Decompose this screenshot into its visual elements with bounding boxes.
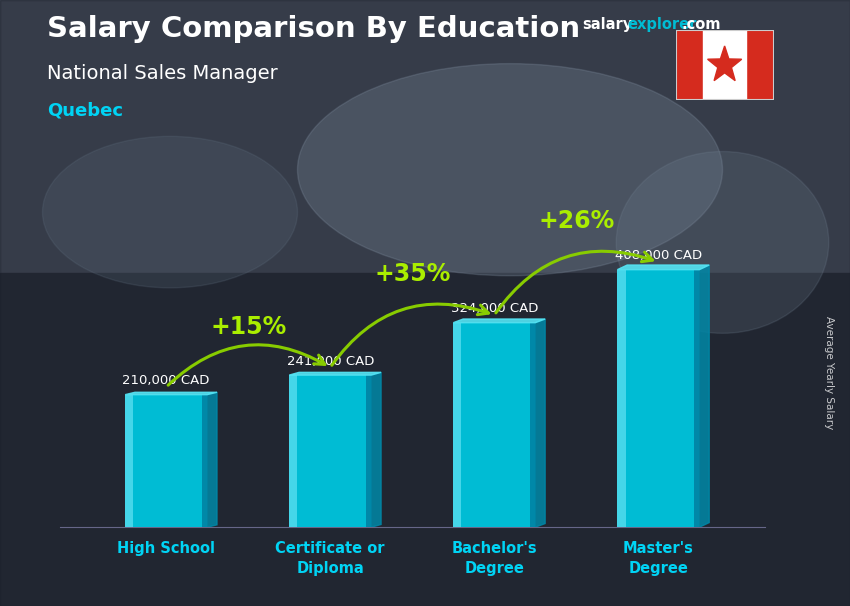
Bar (617, 270, 700, 527)
Text: +35%: +35% (374, 262, 450, 286)
Bar (453, 322, 462, 527)
Text: 210,000 CAD: 210,000 CAD (122, 374, 210, 387)
Polygon shape (125, 392, 217, 395)
Bar (704, 30, 745, 100)
Polygon shape (536, 319, 545, 527)
Text: .com: .com (682, 17, 721, 32)
Bar (694, 270, 700, 527)
Bar (530, 322, 536, 527)
Text: +26%: +26% (538, 209, 615, 233)
Text: Quebec: Quebec (47, 102, 122, 120)
Text: 241,000 CAD: 241,000 CAD (286, 355, 374, 367)
Bar (289, 375, 371, 527)
Text: National Sales Manager: National Sales Manager (47, 64, 277, 82)
Polygon shape (371, 372, 381, 527)
Polygon shape (617, 265, 709, 270)
Polygon shape (207, 392, 217, 527)
Bar (0, 0, 850, 273)
Polygon shape (453, 319, 545, 322)
Ellipse shape (616, 152, 829, 333)
Text: Salary Comparison By Education: Salary Comparison By Education (47, 15, 580, 43)
Bar (617, 270, 626, 527)
Ellipse shape (298, 64, 722, 276)
Bar (453, 322, 536, 527)
Ellipse shape (42, 136, 298, 288)
Bar (745, 30, 774, 100)
Text: salary: salary (582, 17, 632, 32)
Text: Average Yearly Salary: Average Yearly Salary (824, 316, 834, 429)
Text: explorer: explorer (627, 17, 697, 32)
Text: 408,000 CAD: 408,000 CAD (615, 249, 702, 262)
Polygon shape (700, 265, 709, 527)
Bar (125, 395, 207, 527)
Bar (289, 375, 297, 527)
Bar (125, 395, 133, 527)
Bar (202, 395, 207, 527)
Text: +15%: +15% (210, 315, 286, 339)
Polygon shape (707, 46, 742, 81)
Bar (366, 375, 371, 527)
Bar (676, 30, 704, 100)
Text: 324,000 CAD: 324,000 CAD (450, 302, 538, 315)
Polygon shape (289, 372, 381, 375)
Bar (0, 273, 850, 606)
